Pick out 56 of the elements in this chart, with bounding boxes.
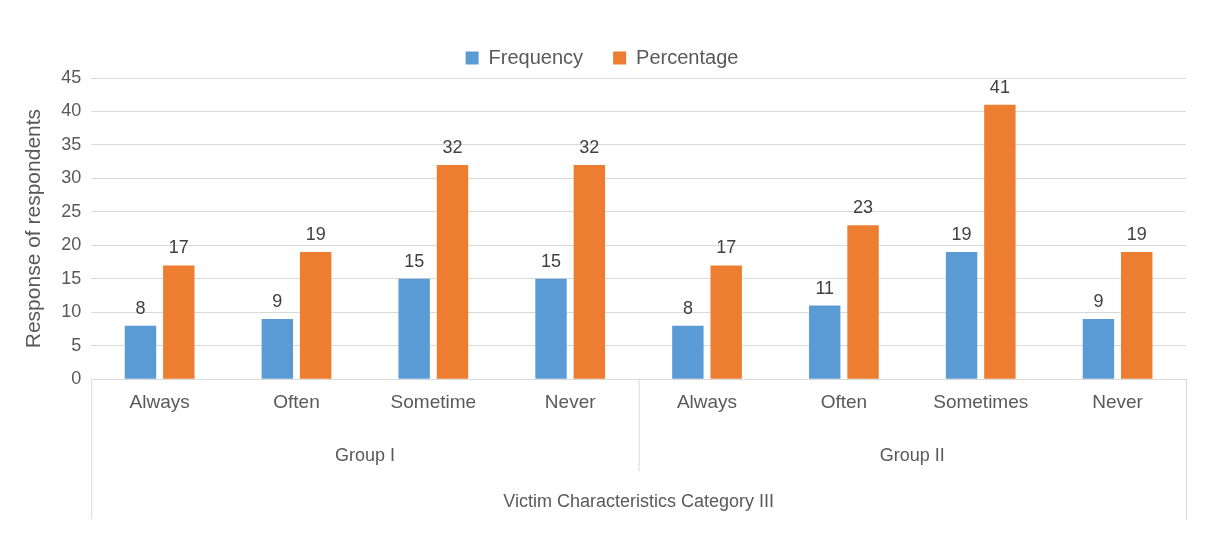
y-tick-label: 30: [61, 167, 82, 188]
y-tick-label: 5: [71, 334, 82, 355]
data-label: 9: [1093, 290, 1104, 311]
data-label: 8: [135, 297, 146, 318]
data-label: 23: [853, 197, 874, 218]
data-label: 32: [442, 136, 463, 157]
data-label: 17: [168, 237, 189, 258]
bar: [261, 318, 294, 379]
y-tick-label: 35: [61, 133, 82, 154]
bar: [163, 265, 195, 379]
x-tick-label: Often: [273, 390, 320, 412]
bar: [124, 325, 157, 379]
bar: [1121, 252, 1153, 379]
y-tick-label: 45: [61, 66, 82, 87]
data-label: 32: [579, 136, 600, 157]
x-tick-label: Always: [676, 390, 738, 412]
text: Group I: [334, 445, 395, 466]
data-label: 19: [951, 224, 972, 244]
bar: [945, 252, 978, 379]
x-tick-label: Never: [1092, 390, 1144, 412]
x-tick-label: Sometime: [390, 390, 477, 412]
y-tick-label: 40: [61, 100, 82, 121]
data-label: 19: [305, 224, 326, 244]
y-tick-label: 15: [61, 267, 82, 288]
x-tick-label: Often: [820, 390, 868, 412]
data-label: 11: [815, 277, 835, 298]
bar: [436, 165, 469, 379]
legend-label: Percentage: [636, 45, 739, 68]
data-label: 19: [1126, 224, 1147, 244]
data-label: 15: [404, 250, 425, 271]
bar: [672, 325, 704, 379]
bar: [299, 252, 332, 379]
data-label: 17: [716, 237, 737, 258]
bar: [710, 265, 742, 379]
data-label: 15: [541, 250, 562, 271]
bar: [847, 225, 879, 379]
legend-label: Frequency: [488, 45, 584, 68]
y-tick-label: 0: [71, 368, 82, 389]
bar: [984, 104, 1016, 379]
x-tick-label: Never: [544, 390, 597, 412]
y-tick-label: 20: [61, 234, 82, 255]
x-tick-label: Always: [129, 390, 190, 412]
data-label: 8: [682, 297, 693, 318]
data-label: 9: [272, 290, 283, 311]
text: Group II: [879, 445, 945, 466]
y-axis-title: Response of respondents: [21, 108, 45, 349]
y-tick-label: 25: [61, 200, 82, 221]
bar: [1082, 318, 1115, 379]
bar: [573, 165, 606, 379]
x-tick-label: Sometimes: [933, 390, 1029, 412]
data-label: 41: [989, 76, 1010, 97]
x-axis-title: Victim Characteristics Category III: [503, 491, 774, 512]
bar: [535, 278, 567, 379]
bar: [398, 278, 430, 379]
y-tick-label: 10: [61, 301, 82, 322]
bar: [809, 305, 841, 379]
